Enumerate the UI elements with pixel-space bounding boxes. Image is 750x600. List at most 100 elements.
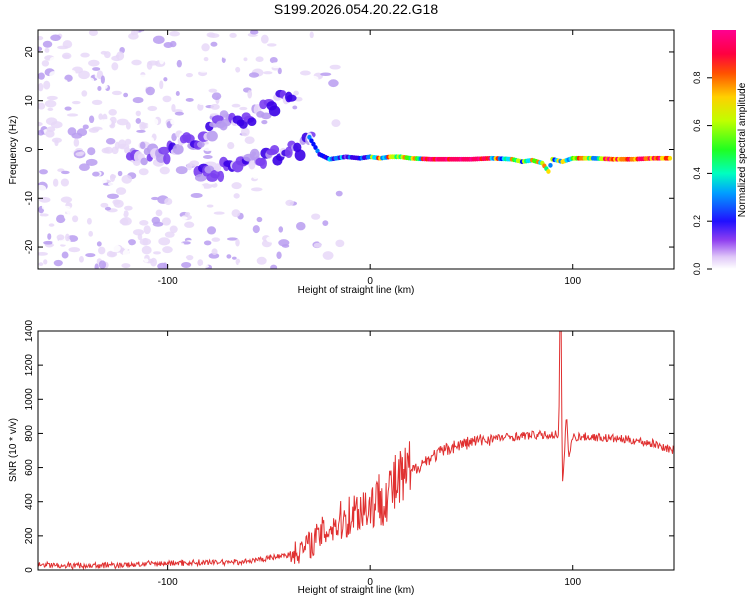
spectrogram-branch-cell [286,94,297,102]
spectrogram-noise-cell [235,66,241,73]
spectrogram-noise-cell [210,41,218,47]
spectrogram-noise-cell [68,146,74,156]
spectrogram-noise-cell [135,110,141,117]
spectrogram-noise-cell [208,252,220,259]
spectrogram-noise-cell [56,234,65,241]
spectrogram-noise-cell [231,209,241,218]
spectrogram-noise-cell [231,174,237,178]
spectrogram-noise-cell [38,251,48,256]
spectrogram-noise-cell [285,199,294,206]
snr-xtick-label: 100 [564,577,581,588]
spectrogram-noise-cell [309,75,319,82]
spectrogram-noise-cell [50,150,55,160]
snr-ytick-label: 800 [24,425,35,442]
spectrogram-noise-cell [175,166,188,175]
spectrogram-branch-cell [163,153,171,165]
spectrogram-noise-cell [162,246,173,254]
spectrogram-ridge-cell [313,145,318,150]
spectrogram-noise-cell [159,56,165,65]
spectrogram-noise-cell [60,196,73,203]
spectrogram-noise-cell [133,30,139,35]
spectrogram-noise-cell [224,218,230,225]
spectrogram-noise-cell [38,184,47,193]
spectrogram-noise-cell [109,173,116,182]
spectrogram-noise-cell [211,248,218,255]
colorbar-label: Normalized spectral amplitude [737,82,748,217]
colorbar-tick-label: 0.0 [692,263,702,276]
spectrogram-ridge-cell [667,155,673,161]
spectrogram-noise-cell [117,139,127,149]
spectrogram-noise-cell [117,170,123,177]
spectrogram-noise-cell [222,53,234,60]
spectrogram-noise-cell [97,86,102,92]
spectrogram-noise-cell [296,122,306,127]
spectrogram-noise-cell [185,73,193,78]
spectrogram-noise-cell [107,181,119,186]
spectrogram-branch-cell [269,145,280,155]
spectrogram-noise-cell [143,39,150,47]
spectrogram-noise-cell [150,137,155,146]
spectrogram-noise-cell [266,43,277,47]
spectrogram-branch-cell [206,130,218,142]
spectrogram-noise-cell [50,34,61,41]
spectrogram-noise-cell [108,109,117,116]
spectrogram-noise-cell [120,66,126,72]
spectrogram-noise-cell [147,121,154,130]
spectrogram-noise-cell [190,50,202,57]
spectrogram-noise-cell [302,103,314,112]
spectrogram-noise-cell [155,209,163,217]
spectrogram-noise-cell [38,72,45,80]
spectrogram-ytick-label: -20 [24,239,35,254]
spectrogram-noise-cell [41,203,53,211]
spectrogram-noise-cell [211,92,222,100]
spectrogram-noise-cell [157,262,169,269]
spectrogram-noise-cell [150,257,157,267]
spectrogram-noise-cell [226,237,238,241]
spectrogram-noise-cell [197,259,204,267]
spectrogram-noise-cell [147,105,158,112]
spectrogram-noise-cell [38,82,44,92]
spectrogram-branch-cell [247,117,257,127]
spectrogram-noise-cell [200,60,207,65]
spectrogram-noise-cell [78,70,90,80]
spectrogram-noise-cell [96,241,102,247]
spectrogram-noise-cell [296,221,306,231]
spectrogram-noise-cell [132,97,144,104]
spectrogram-noise-cell [138,168,149,176]
spectrogram-noise-cell [73,138,80,147]
spectrogram-noise-cell [277,185,282,192]
spectrogram-noise-cell [85,158,98,166]
spectrogram-noise-cell [335,190,343,197]
spectrogram-noise-cell [105,134,114,138]
spectrogram-noise-cell [44,100,57,108]
spectrogram-noise-cell [211,237,221,242]
spectrogram-noise-cell [227,141,235,150]
spectrogram-branch-cell [260,112,272,120]
spectrogram-noise-cell [101,225,107,234]
spectrogram-noise-cell [67,69,76,76]
spectrogram-noise-cell [52,178,59,187]
spectrogram-noise-cell [143,225,151,235]
spectrogram-ytick-label: -10 [24,191,35,206]
spectrogram-noise-cell [190,78,200,85]
spectrogram-noise-cell [170,119,176,125]
spectrogram-noise-cell [266,235,278,243]
snr-ytick-label: 200 [24,527,35,544]
spectrogram-branch-cell [140,157,148,166]
spectrogram-noise-cell [151,216,161,224]
spectrogram-noise-cell [162,95,172,103]
spectrogram-noise-cell [318,237,328,244]
spectrogram-noise-cell [63,213,71,220]
snr-ytick-label: 0 [24,567,35,573]
spectrogram-noise-cell [49,56,57,66]
spectrogram-noise-cell [203,240,212,246]
spectrogram-noise-cell [68,247,81,253]
spectrogram-noise-cell [44,47,50,53]
spectrogram-noise-cell [108,85,115,92]
spectrogram-noise-cell [96,223,101,229]
spectrogram-noise-cell [82,124,89,130]
colorbar: 0.0 0.2 0.4 0.6 0.8 Normalized spectral ampl… [692,30,748,275]
snr-xtick-label: 0 [367,577,373,588]
spectrogram-noise-cell [208,143,220,152]
spectrogram-noise-cell [120,207,125,216]
